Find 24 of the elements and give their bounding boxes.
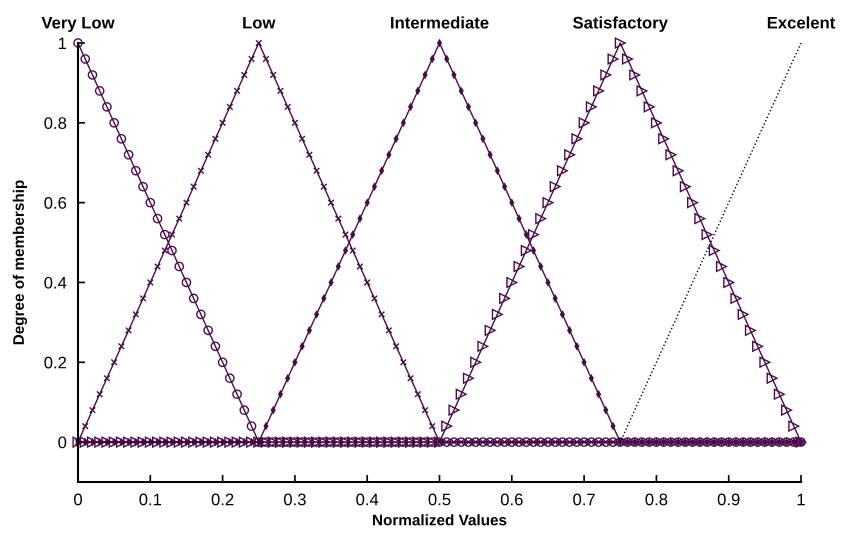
x-tick-label: 0.9 [718, 494, 740, 506]
x-tick-label: 1 [798, 494, 805, 506]
x-tick-label: 0.1 [139, 494, 162, 506]
series-label: Satisfactory [573, 16, 668, 32]
x-tick-label: 0.8 [645, 494, 668, 506]
y-tick-label: 0 [58, 436, 66, 448]
x-tick-label: 0.3 [284, 494, 306, 506]
series-label: Very Low [42, 16, 115, 32]
x-tick-label: 0 [74, 494, 82, 506]
y-tick-label: 0.6 [44, 197, 66, 209]
y-tick-label: 0.8 [44, 117, 66, 130]
x-axis-title: Normalized Values [373, 514, 506, 526]
x-tick-label: 0.5 [428, 494, 450, 506]
y-tick-label: 0.4 [44, 276, 66, 289]
y-tick-label: 0.2 [44, 356, 66, 368]
series-label: Low [243, 16, 276, 29]
x-tick-label: 0.4 [356, 494, 378, 506]
x-tick-label: 0.2 [212, 494, 234, 506]
series-label: Intermediate [391, 16, 488, 29]
y-tick-label: 1 [58, 38, 66, 50]
x-tick-label: 0.6 [500, 494, 523, 506]
y-axis-title: Degree of membership [12, 180, 28, 344]
x-tick-label: 0.7 [573, 494, 595, 506]
series-label: Excelent [768, 16, 836, 29]
